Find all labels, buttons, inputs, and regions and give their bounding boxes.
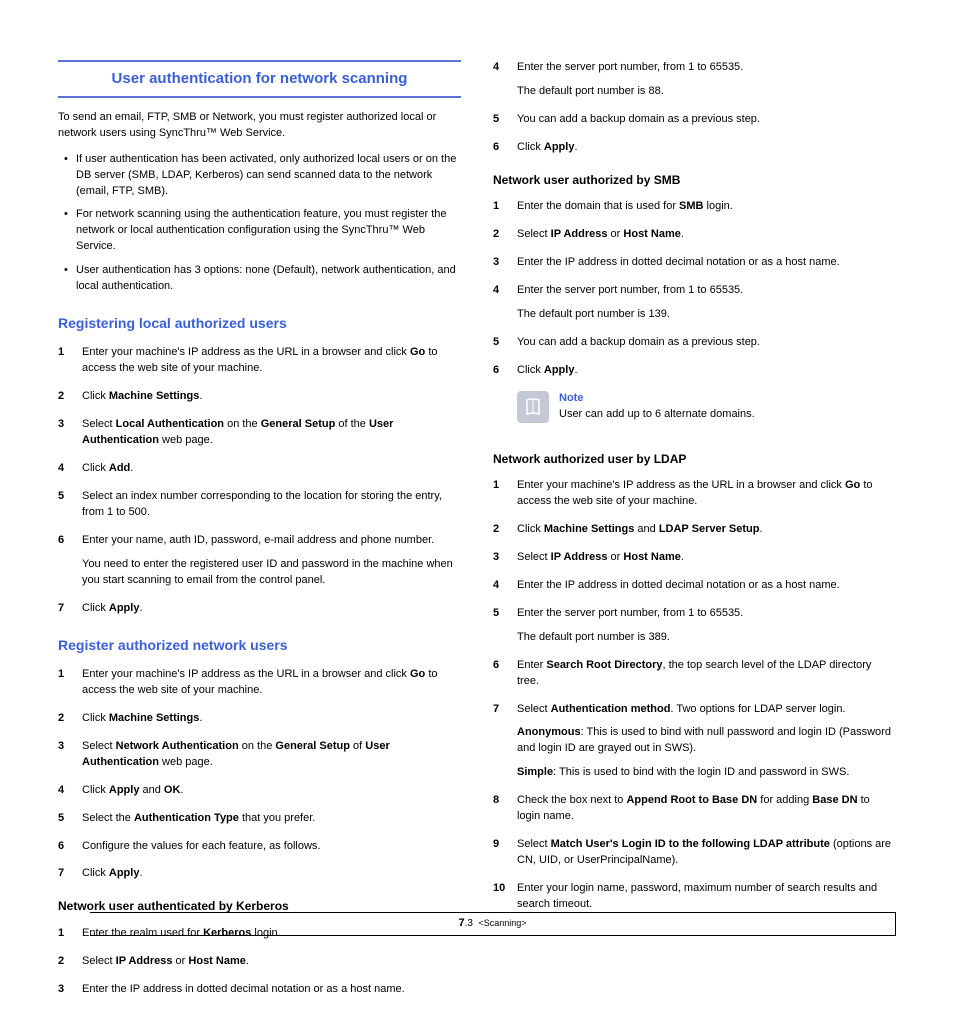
footer-sub: .3 [465, 918, 473, 929]
section-ldap-heading: Network authorized user by LDAP [493, 451, 896, 468]
intro-bullets: •If user authentication has been activat… [58, 152, 461, 296]
steps-ldap: 1Enter your machine's IP address as the … [493, 478, 896, 913]
footer-section: <Scanning> [478, 918, 526, 928]
section-smb-heading: Network user authorized by SMB [493, 172, 896, 189]
steps-network: 1Enter your machine's IP address as the … [58, 667, 461, 882]
steps-kerberos-cont: 4Enter the server port number, from 1 to… [493, 60, 896, 156]
main-heading: User authentication for network scanning [58, 60, 461, 98]
note-text: User can add up to 6 alternate domains. [559, 407, 755, 423]
page-footer: 7.3 <Scanning> [90, 912, 896, 936]
note-title: Note [559, 391, 755, 407]
steps-kerberos: 1Enter the realm used for Kerberos login… [58, 926, 461, 998]
section-local-heading: Registering local authorized users [58, 313, 461, 333]
section-network-heading: Register authorized network users [58, 635, 461, 655]
intro-text: To send an email, FTP, SMB or Network, y… [58, 110, 461, 142]
note-icon [517, 391, 549, 423]
steps-smb: 1Enter the domain that is used for SMB l… [493, 199, 896, 379]
note-block: Note User can add up to 6 alternate doma… [517, 391, 896, 423]
steps-local: 1Enter your machine's IP address as the … [58, 345, 461, 616]
